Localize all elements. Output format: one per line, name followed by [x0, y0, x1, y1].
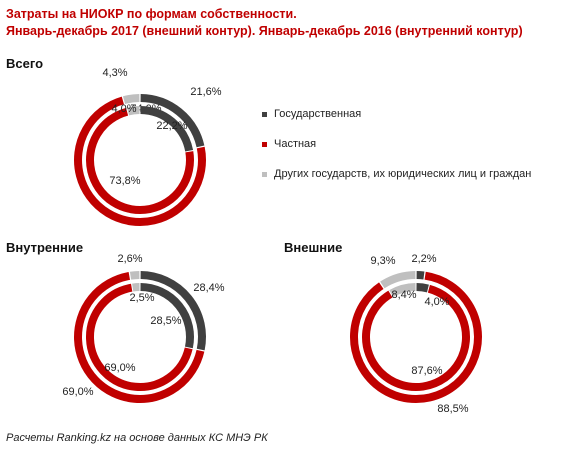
donut-1-ring-1-slice-drugie: [132, 283, 140, 292]
donut-0-ring-0-label-drugie: 4,3%: [102, 67, 127, 79]
donut-2-ring-1-slice-chast: [362, 284, 470, 391]
chart-title: Затраты на НИОКР по формам собственности…: [6, 6, 556, 40]
donut-0-ring-0-slice-drugie: [122, 94, 140, 104]
donut-0-ring-1-slice-gos: [140, 106, 194, 152]
donut-0-ring-0-slice-gos: [140, 94, 205, 148]
donut-1-ring-1-slice-chast: [85, 283, 193, 391]
donut-1-ring-0-label-gos: 28,4%: [193, 282, 224, 294]
legend-item-drugie: Других государств, их юридических лиц и …: [262, 168, 557, 198]
donut-0-ring-1-label-drugie: 4,0%: [111, 103, 136, 115]
donut-1-ring-1-slice-gos: [140, 283, 194, 349]
panel-title-total: Всего: [6, 56, 44, 71]
panel-title-internal: Внутренние: [6, 240, 84, 255]
donut-1-ring-1-label-drugie: 2,5%: [129, 292, 154, 304]
donut-0-ring-1-slice-drugie: [127, 106, 140, 116]
legend-swatch-drugie: [262, 172, 267, 177]
chart-title-line2: Январь-декабрь 2017 (внешний контур). Ян…: [6, 24, 523, 38]
donut-2-ring-1-slice-gos: [416, 283, 429, 293]
donut-1-ring-0-slice-drugie: [129, 271, 140, 280]
donut-0-ring-0-slice-chast: [74, 96, 206, 226]
donut-1-ring-0-slice-chast: [74, 271, 205, 403]
donut-1-ring-0-slice-gos: [140, 271, 206, 351]
legend-label-chast: Частная: [274, 138, 317, 150]
legend: Государственная Частная Других государст…: [262, 108, 557, 198]
donut-1-ring-1-label-chast: 69,0%: [104, 362, 135, 374]
donut-2-ring-1-label-drugie: 8,4%: [391, 289, 416, 301]
donut-2-ring-0-slice-drugie: [380, 271, 416, 289]
donut-2-ring-0-label-gos: 2,2%: [411, 253, 436, 265]
donut-2-ring-0-slice-gos: [416, 271, 425, 280]
legend-label-gos: Государственная: [274, 108, 362, 120]
donut-2-ring-1-slice-drugie: [389, 283, 416, 298]
donut-2-ring-1-label-gos: 4,0%: [424, 296, 449, 308]
donut-1-ring-1-label-gos: 28,5%: [150, 315, 181, 327]
legend-item-gos: Государственная: [262, 108, 557, 138]
chart-title-line1: Затраты на НИОКР по формам собственности…: [6, 7, 297, 21]
source-note: Расчеты Ranking.kz на основе данных КС М…: [6, 432, 268, 444]
donut-2-ring-0-label-chast: 88,5%: [437, 403, 468, 415]
panel-title-external: Внешние: [284, 240, 343, 255]
donut-1-ring-0-label-chast: 69,0%: [62, 386, 93, 398]
donut-0-ring-1-label-chast: 73,8%: [109, 175, 140, 187]
legend-swatch-chast: [262, 142, 267, 147]
donut-2-ring-0-slice-chast: [350, 271, 482, 403]
legend-label-drugie: Других государств, их юридических лиц и …: [274, 168, 532, 180]
donut-2-ring-0-label-drugie: 9,3%: [370, 255, 395, 267]
donut-1-ring-0-label-drugie: 2,6%: [117, 253, 142, 265]
legend-swatch-gos: [262, 112, 267, 117]
donut-0-ring-1-slice-chast: [86, 107, 194, 214]
donut-2-ring-1-label-chast: 87,6%: [411, 365, 442, 377]
legend-item-chast: Частная: [262, 138, 557, 168]
donut-0-ring-0-label-gos: 21,6%: [190, 86, 221, 98]
donut-0-ring-1-label-gos: 22,2%: [156, 120, 187, 132]
